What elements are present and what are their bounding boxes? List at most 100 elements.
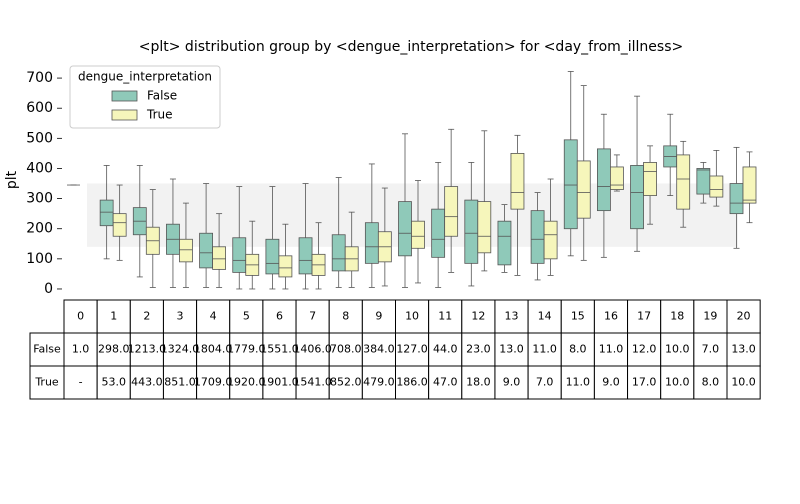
box [630,95,644,252]
box-body [398,201,412,257]
table-cell [229,332,264,367]
box [364,163,379,288]
box-body [742,166,757,204]
column-header: 13 [505,310,519,323]
table-value: 298.0 [98,343,130,356]
box-body [709,175,724,198]
table-value: 9.0 [602,376,620,389]
table-value: 1.0 [72,343,90,356]
table-cell [96,332,131,367]
table-value: 53.0 [101,376,126,389]
column-header: 10 [405,310,419,323]
box [676,140,691,228]
box [510,134,525,276]
y-tick-label: 0 [44,281,53,297]
table-value: 127.0 [396,343,428,356]
box-body [497,220,512,266]
box [431,162,446,288]
table-value: 1709.0 [194,376,233,389]
box [145,189,160,288]
legend: dengue_interpretation False True [69,65,221,129]
box-body [543,220,558,260]
y-tick-label: 200 [26,221,53,237]
box-body [643,162,657,196]
box [643,145,657,225]
column-header: 18 [670,310,684,323]
box-body [597,148,611,212]
box-body [576,160,591,219]
column-header: 14 [538,310,552,323]
table-cell [29,332,65,367]
box-body [610,166,624,190]
column-header: 1 [110,310,117,323]
y-tick-label: 100 [26,251,53,267]
box-body [199,232,214,269]
chart-title: <plt> distribution group by <dengue_inte… [139,39,684,55]
table-cell [328,365,363,400]
column-header: 7 [309,310,316,323]
box [742,151,757,224]
table-cell [726,299,761,334]
column-header: 16 [604,310,618,323]
table-value: 851.0 [164,376,196,389]
table-cell [63,365,98,400]
table-cell [494,332,529,367]
box [576,85,591,261]
table-value: 17.0 [632,376,657,389]
table-value: 708.0 [330,343,362,356]
table-cell [96,299,131,334]
table-value: 1541.0 [293,376,332,389]
y-tick-label: 300 [26,191,53,207]
table-value: 44.0 [433,343,458,356]
table-value: 1779.0 [227,343,266,356]
table-value: 10.0 [665,343,690,356]
table-cell [63,299,98,334]
table-cell [693,332,728,367]
box [543,178,558,276]
box [563,71,578,257]
table-value: 8.0 [569,343,587,356]
table-cell [262,365,297,400]
table-value: 13.0 [499,343,524,356]
box [212,213,227,288]
box [232,186,247,290]
table-cell [593,299,629,334]
column-header: 15 [571,310,585,323]
table-cell [693,365,728,400]
legend-swatch [111,90,138,102]
box [497,204,512,273]
table-cell [428,332,463,367]
column-header: 4 [210,310,217,323]
box-body [477,201,492,254]
box-body [676,154,691,210]
box-body [99,199,114,227]
box [597,113,611,258]
box [166,178,180,288]
table-cell [129,365,164,400]
box-body [530,210,545,264]
table-value: 10.0 [731,376,756,389]
box [377,187,392,287]
column-header: 6 [276,310,283,323]
table-cell [63,332,98,367]
table-cell [395,332,430,367]
box [477,130,492,272]
table-value: 11.0 [566,376,591,389]
table-value: 384.0 [363,343,395,356]
box-body [563,139,578,230]
table-value: 186.0 [396,376,428,389]
box [696,162,711,204]
table-cell [295,332,330,367]
box-body [729,183,744,215]
box-body [265,238,280,275]
column-header: 11 [438,310,452,323]
table-cell [461,365,496,400]
column-header: 0 [77,310,84,323]
y-tick-label: 500 [26,130,53,146]
box-body [411,220,425,249]
table-value: 47.0 [433,376,458,389]
column-header: 8 [342,310,349,323]
box-body [444,186,459,237]
legend-label: True [146,108,173,122]
box-body [696,168,711,195]
